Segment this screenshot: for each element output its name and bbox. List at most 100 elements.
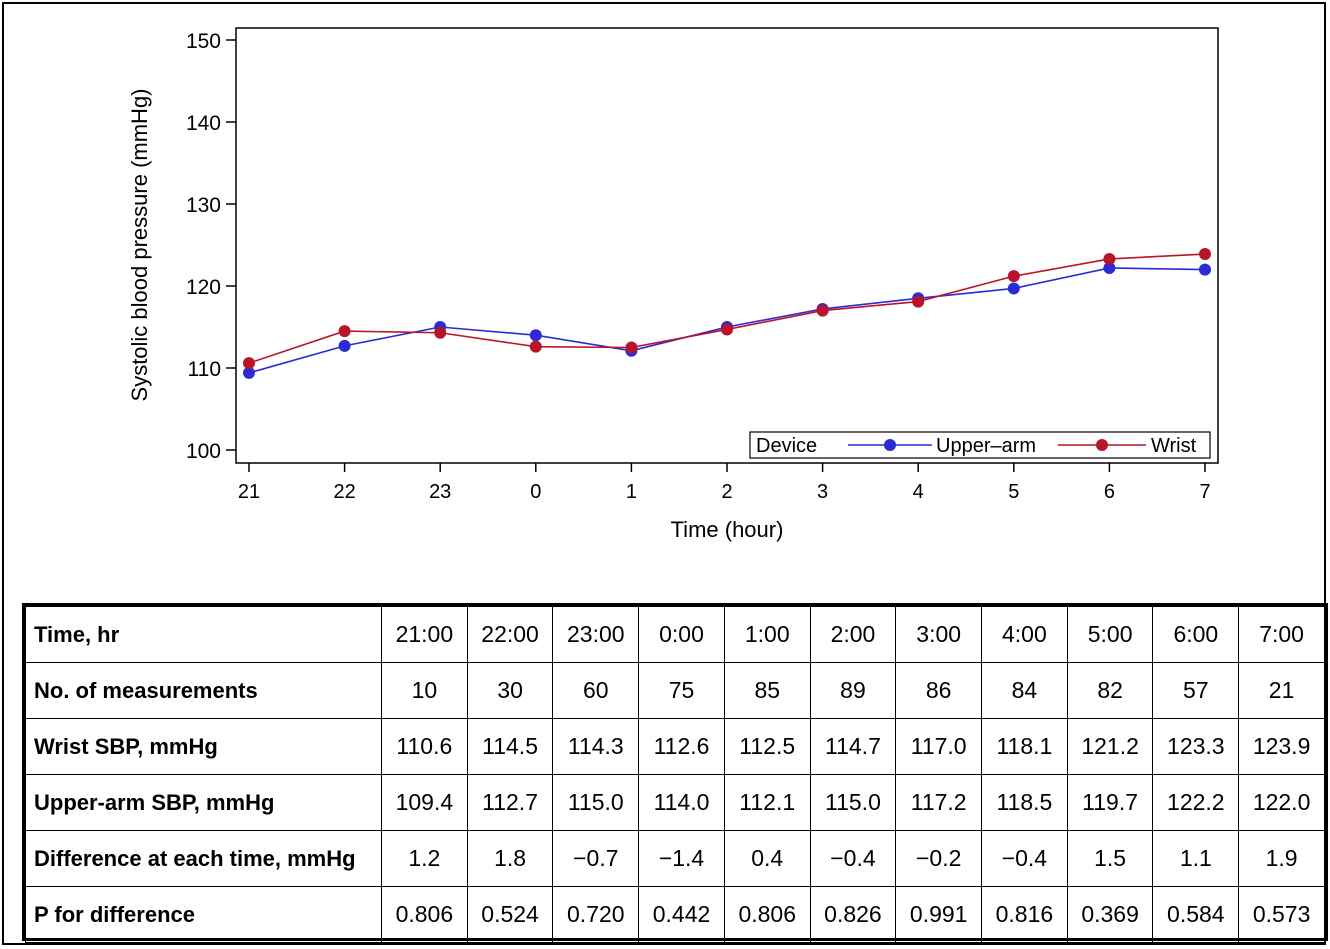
x-tick-label: 4	[913, 481, 924, 503]
table-cell: 1.1	[1152, 830, 1240, 887]
x-tick-label: 2	[721, 481, 732, 503]
table-cell: 6:00	[1152, 606, 1240, 663]
legend-marker-wrist	[1096, 439, 1108, 451]
table-cell: 0.369	[1066, 886, 1154, 943]
data-point-upper-arm	[1103, 261, 1116, 274]
legend: Device Upper–arm Wrist	[749, 431, 1211, 459]
row-label: Upper-arm SBP, mmHg	[25, 774, 382, 831]
table-cell: 0.806	[381, 886, 468, 943]
row-label: P for difference	[25, 886, 382, 943]
table-cell: 1.2	[381, 830, 468, 887]
data-point-wrist	[434, 326, 447, 339]
table-cell: 75	[638, 662, 725, 719]
y-tick-label: 130	[186, 194, 221, 217]
table-row: P for difference 0.806 0.524 0.720 0.442 0.80…	[25, 886, 1325, 943]
table-cell: 84	[981, 662, 1068, 719]
x-axis-label: Time (hour)	[671, 517, 784, 542]
x-tick-label: 0	[530, 481, 541, 503]
table-cell: 1.5	[1066, 830, 1154, 887]
y-axis-label: Systolic blood pressure (mmHg)	[127, 89, 152, 402]
x-tick-label: 22	[333, 481, 355, 503]
data-point-upper-arm	[243, 366, 255, 379]
series-line-wrist	[248, 253, 1206, 364]
data-point-upper-arm	[529, 329, 542, 342]
data-point-wrist	[1103, 252, 1116, 265]
data-point-wrist	[721, 323, 733, 336]
row-label: Time, hr	[25, 606, 382, 663]
x-tick-label: 21	[238, 481, 260, 503]
table-cell: 57	[1152, 662, 1240, 719]
row-label: No. of measurements	[25, 662, 382, 719]
table-cell: 0.826	[809, 886, 897, 943]
table-cell: 0.4	[723, 830, 811, 887]
table-cell: 1:00	[723, 606, 811, 663]
data-point-wrist	[338, 325, 351, 338]
table-cell: 115.0	[809, 774, 897, 831]
table-row: Wrist SBP, mmHg 110.6 114.5 114.3 112.6 112.5…	[25, 718, 1325, 775]
data-point-wrist	[625, 341, 638, 354]
table-row: Time, hr 21:00 22:00 23:00 0:00 1:00 2:00 3:00 4…	[25, 606, 1325, 663]
table-cell: 109.4	[381, 774, 468, 831]
table-row: Difference at each time, mmHg 1.2 1.8 −0.7−…	[25, 830, 1325, 887]
x-tick-label: 7	[1199, 481, 1210, 503]
table-cell: 118.1	[981, 718, 1068, 775]
summary-table-wrapper: Time, hr 21:00 22:00 23:00 0:00 1:00 2:00 3:00 4…	[22, 603, 1328, 943]
table-cell: 21	[1238, 662, 1325, 719]
table-cell: 23:00	[552, 606, 640, 663]
table-cell: 114.0	[638, 774, 725, 831]
table-cell: 86	[895, 662, 983, 719]
table-cell: 112.6	[638, 718, 725, 775]
table-cell: 4:00	[981, 606, 1068, 663]
table-cell: 0.584	[1152, 886, 1240, 943]
table-cell: 0.806	[723, 886, 811, 943]
table-cell: 121.2	[1066, 718, 1154, 775]
table-cell: 89	[809, 662, 897, 719]
data-point-upper-arm	[1199, 263, 1211, 276]
table-cell: 3:00	[895, 606, 983, 663]
table-cell: 117.0	[895, 718, 983, 775]
table-cell: 10	[381, 662, 468, 719]
table-cell: −0.4	[981, 830, 1068, 887]
x-tick-label: 5	[1008, 481, 1019, 503]
table-cell: 119.7	[1066, 774, 1154, 831]
y-tick-label: 150	[186, 30, 221, 53]
table-row: No. of measurements 10 30 60 75 85 89 86 84 82 57 2…	[25, 662, 1325, 719]
table-cell: 0.991	[895, 886, 983, 943]
x-tick-label: 23	[429, 481, 451, 503]
x-axis: 21 22 23 0 1 2 3 4 5 6 7	[238, 463, 1211, 503]
series-line-upper-arm	[248, 267, 1206, 374]
table-cell: 2:00	[809, 606, 897, 663]
table-cell: −1.4	[638, 830, 725, 887]
table-cell: 1.9	[1238, 830, 1325, 887]
table-cell: 114.3	[552, 718, 640, 775]
table-cell: 82	[1066, 662, 1154, 719]
table-cell: 0.442	[638, 886, 725, 943]
y-tick-label: 100	[186, 440, 221, 463]
row-label: Difference at each time, mmHg	[25, 830, 382, 887]
data-point-upper-arm	[338, 339, 351, 352]
data-point-wrist	[816, 304, 829, 317]
data-point-wrist	[243, 357, 255, 370]
table-cell: 60	[552, 662, 640, 719]
legend-label-upper-arm: Upper–arm	[936, 435, 1036, 457]
table-cell: −0.7	[552, 830, 640, 887]
y-tick-label: 120	[186, 276, 221, 299]
table-cell: 85	[723, 662, 811, 719]
table-row: Upper-arm SBP, mmHg 109.4 112.7 115.0 114.0 1…	[25, 774, 1325, 831]
data-point-wrist	[1199, 248, 1211, 261]
plot-area	[235, 27, 1219, 464]
table-cell: 5:00	[1066, 606, 1154, 663]
table-cell: 0.816	[981, 886, 1068, 943]
table-cell: 110.6	[381, 718, 468, 775]
table-cell: 117.2	[895, 774, 983, 831]
table-cell: 114.5	[466, 718, 554, 775]
series-layer	[243, 248, 1211, 379]
y-tick-label: 140	[186, 112, 221, 135]
x-tick-label: 1	[626, 481, 637, 503]
row-label: Wrist SBP, mmHg	[25, 718, 382, 775]
table-cell: −0.2	[895, 830, 983, 887]
legend-label-wrist: Wrist	[1151, 435, 1197, 457]
x-tick-label: 6	[1104, 481, 1115, 503]
